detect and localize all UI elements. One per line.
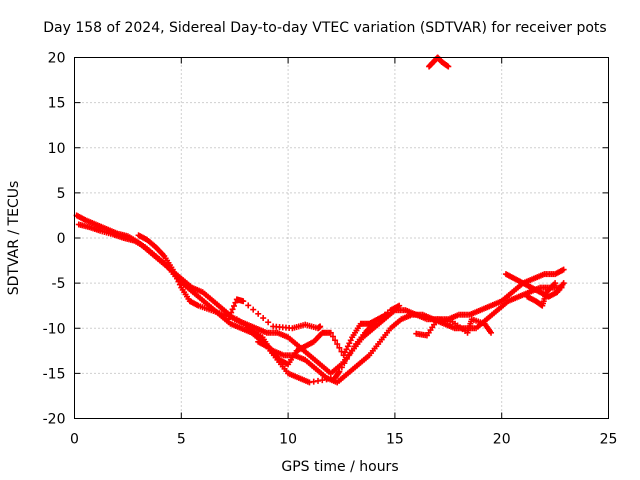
y-tick-label: -5 [52,276,66,292]
data-point [174,275,181,282]
data-point [560,266,567,273]
y-axis-label: SDTVAR / TECUs [6,181,22,296]
y-tick-label: -10 [43,321,66,337]
data-point [347,337,354,344]
data-point [317,323,324,330]
x-tick-label: 10 [279,432,297,448]
data-point [343,355,350,362]
data-point [228,309,235,316]
data-point [396,302,403,309]
data-point [229,306,236,313]
data-point [332,337,339,344]
x-tick-label: 25 [600,432,618,448]
data-point [245,302,252,309]
data-point [169,266,176,273]
data-point [176,281,183,288]
x-tick-label: 20 [493,432,511,448]
x-tick-label: 0 [70,432,79,448]
data-point [334,341,341,348]
data-point [348,347,355,354]
data-point [225,316,232,323]
x-tick-label: 15 [386,432,404,448]
data-point [336,344,343,351]
y-tick-label: -20 [43,412,66,428]
y-tick-label: 0 [57,231,66,247]
data-point [342,349,349,356]
data-point [255,310,262,317]
data-point [226,312,233,319]
data-point [250,306,257,313]
chart-title: Day 158 of 2024, Sidereal Day-to-day VTE… [43,20,606,36]
data-point [260,315,267,322]
data-point [336,368,343,375]
y-tick-label: 15 [48,96,66,112]
y-tick-label: 10 [48,141,66,157]
data-point [171,269,178,276]
data-point [413,330,420,337]
data-point [560,280,567,287]
y-tick-label: 5 [57,186,66,202]
data-point [230,302,237,309]
data-point [552,280,559,287]
y-tick-labels: -20 -15 -10 -5 0 5 10 15 20 [43,51,66,428]
data-point [240,298,247,305]
x-tick-labels: 0 5 10 15 20 25 [70,432,617,448]
x-axis-label: GPS time / hours [281,459,398,475]
y-tick-label: -15 [43,366,66,382]
data-point [340,352,347,359]
data-point [344,343,351,350]
data-point [232,299,239,306]
data-point [175,278,182,285]
data-point [265,319,272,326]
data-point [338,364,345,371]
data-point [341,360,348,367]
data-point [445,63,452,70]
data-point [343,346,350,353]
data-point [327,329,334,336]
data-point [329,333,336,340]
data-point [172,272,179,279]
y-tick-label: 20 [48,51,66,67]
plot-frame [74,57,609,419]
data-points [73,54,567,386]
data-point [346,340,353,347]
x-tick-label: 5 [177,432,186,448]
grid-lines [74,57,609,419]
data-point [346,351,353,358]
